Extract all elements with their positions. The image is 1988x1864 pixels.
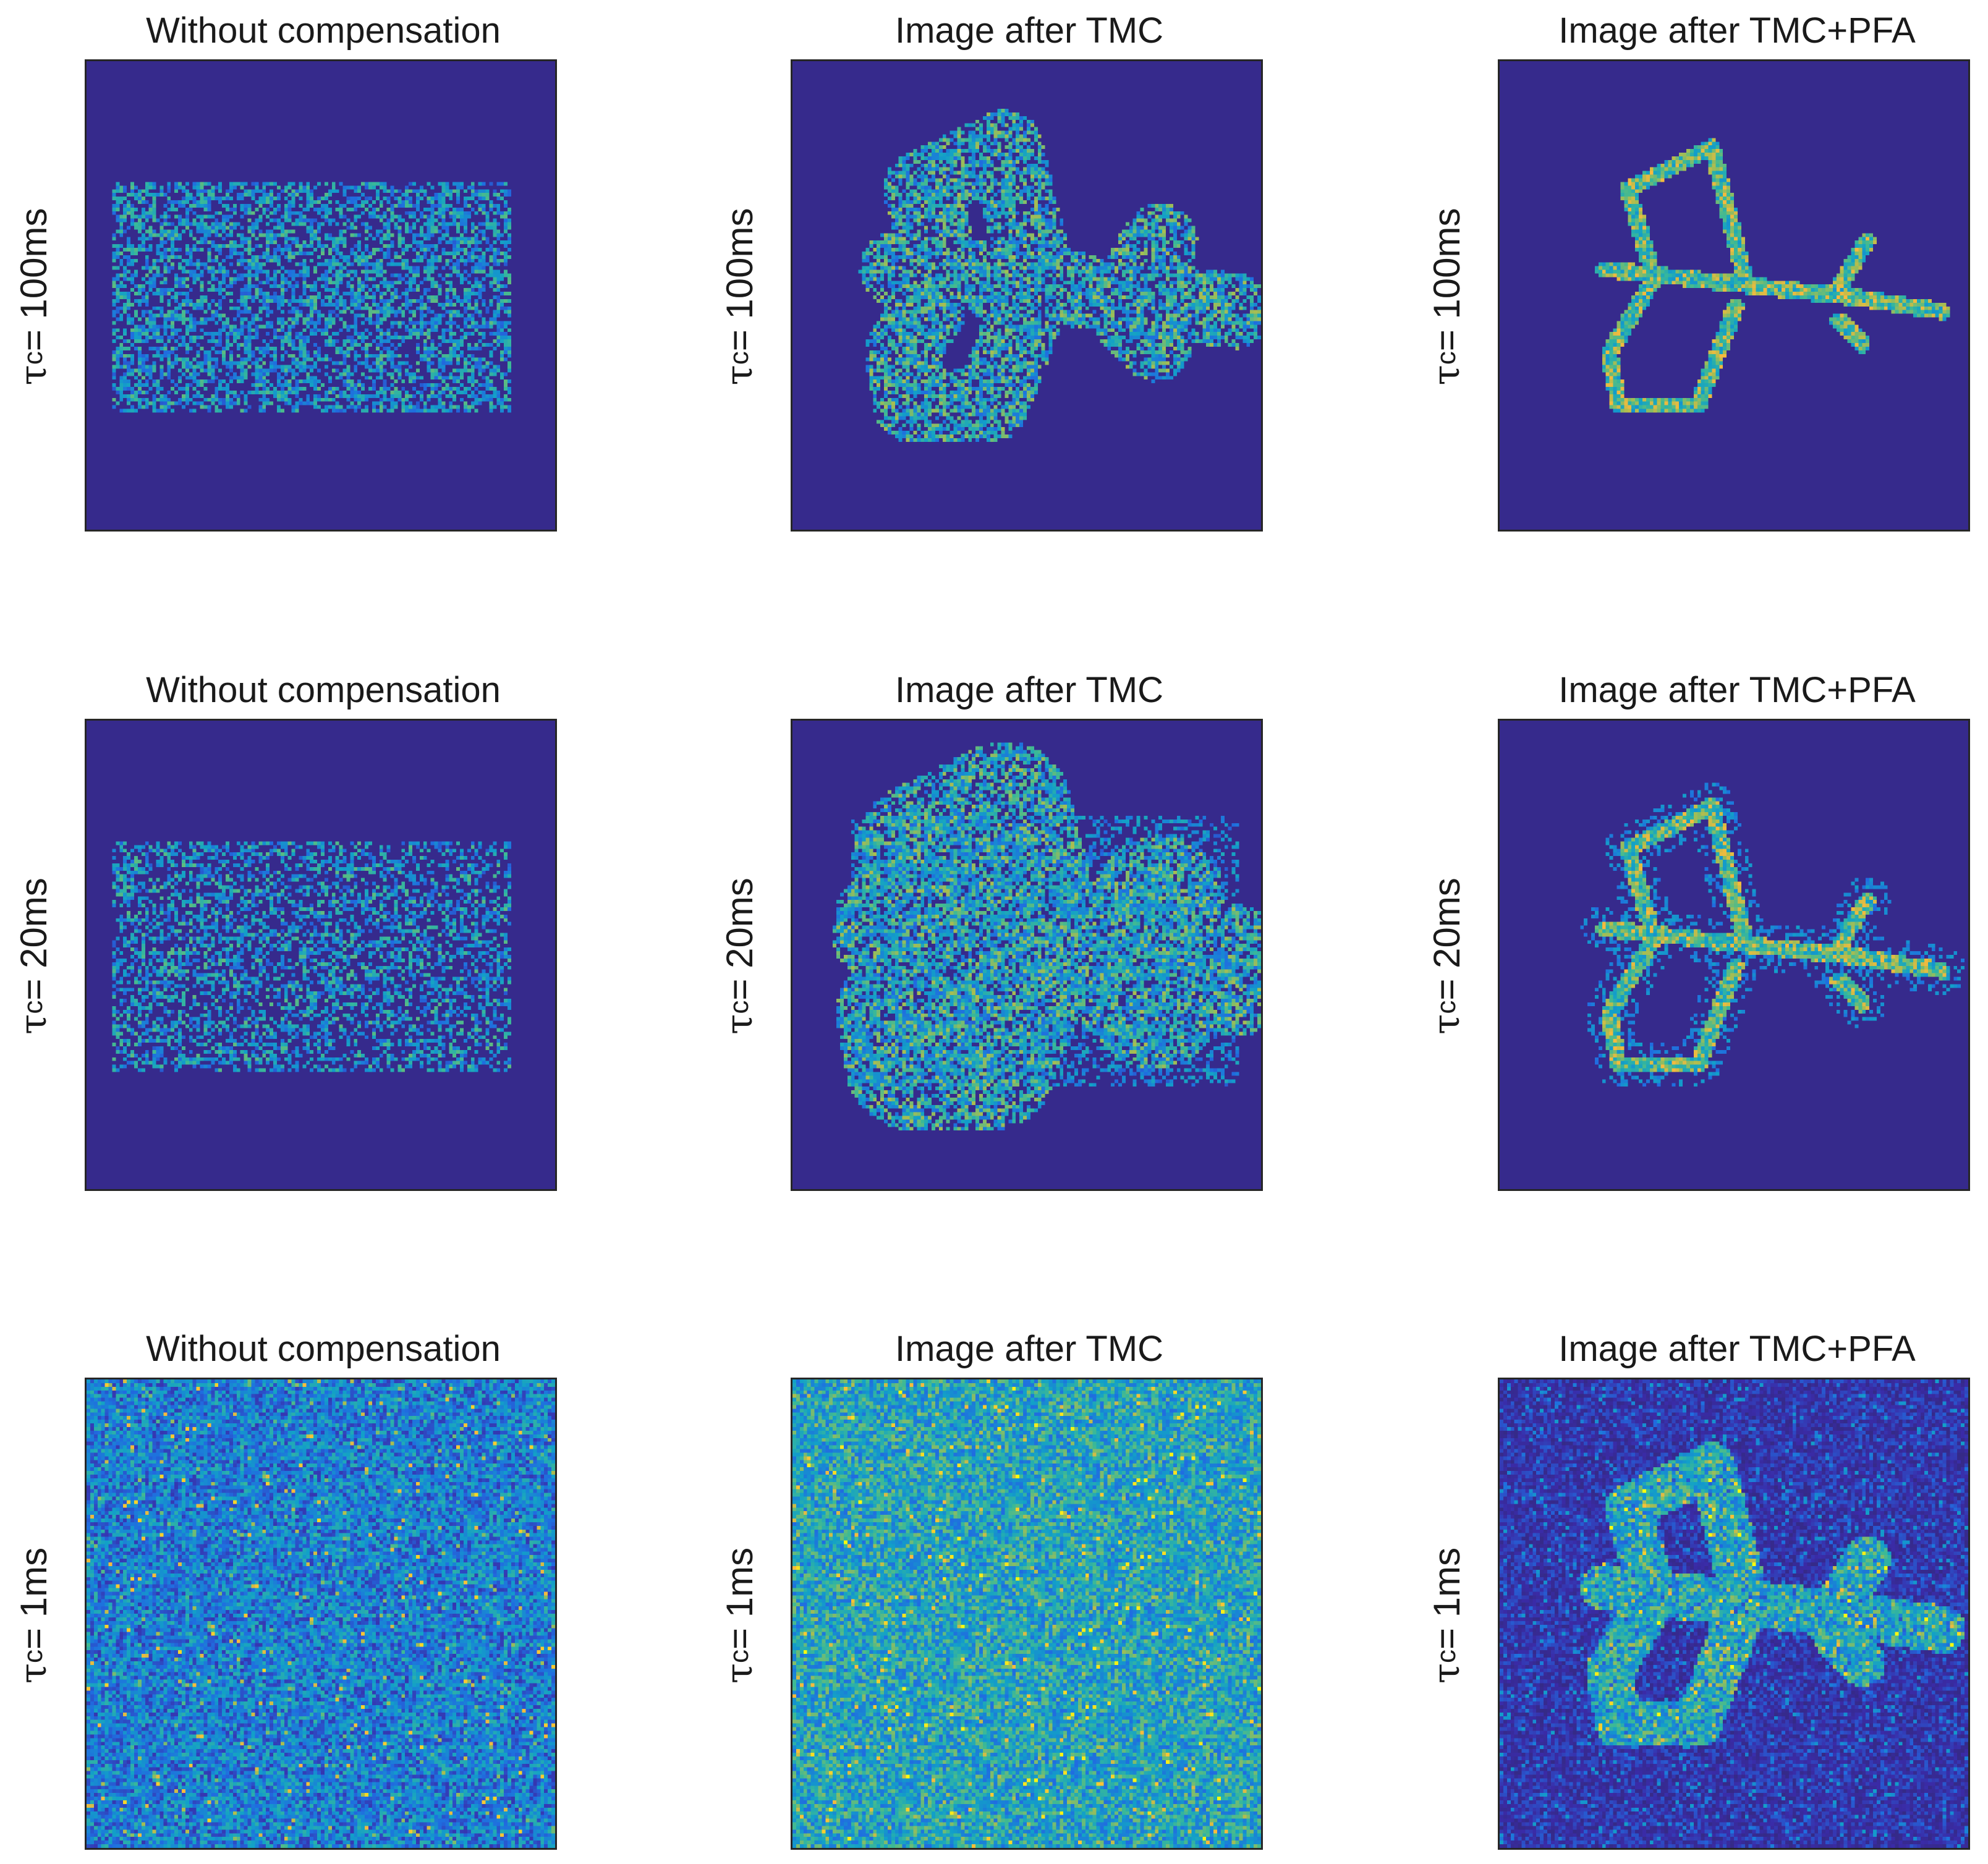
panel-title-r1c2: Image after TMC [894, 11, 1164, 51]
panel-title-r2c3: Image after TMC+PFA [1558, 670, 1916, 710]
panel-title-r2c1: Without compensation [146, 670, 501, 710]
heatmap-image [1500, 61, 1968, 530]
heatmap-image [87, 721, 555, 1189]
panel-title-r3c3: Image after TMC+PFA [1558, 1329, 1916, 1369]
heatmap-r1c3 [1498, 59, 1970, 532]
heatmap-r3c2 [791, 1378, 1263, 1850]
heatmap-image [792, 61, 1261, 530]
heatmap-image [792, 721, 1261, 1189]
panel-title-r3c1: Without compensation [146, 1329, 501, 1369]
heatmap-image [87, 1379, 555, 1848]
heatmap-r1c2 [791, 59, 1263, 532]
heatmap-image [792, 1379, 1261, 1848]
heatmap-image [1500, 721, 1968, 1189]
panel-title-r2c2: Image after TMC [894, 670, 1164, 710]
heatmap-r2c3 [1498, 719, 1970, 1191]
heatmap-r2c1 [85, 719, 557, 1191]
heatmap-image [87, 61, 555, 530]
heatmap-r3c1 [85, 1378, 557, 1850]
heatmap-r1c1 [85, 59, 557, 532]
panel-title-r1c3: Image after TMC+PFA [1558, 11, 1916, 51]
panel-title-r1c1: Without compensation [146, 11, 501, 51]
heatmap-r2c2 [791, 719, 1263, 1191]
panel-title-r3c2: Image after TMC [894, 1329, 1164, 1369]
heatmap-r3c3 [1498, 1378, 1970, 1850]
heatmap-image [1500, 1379, 1968, 1848]
